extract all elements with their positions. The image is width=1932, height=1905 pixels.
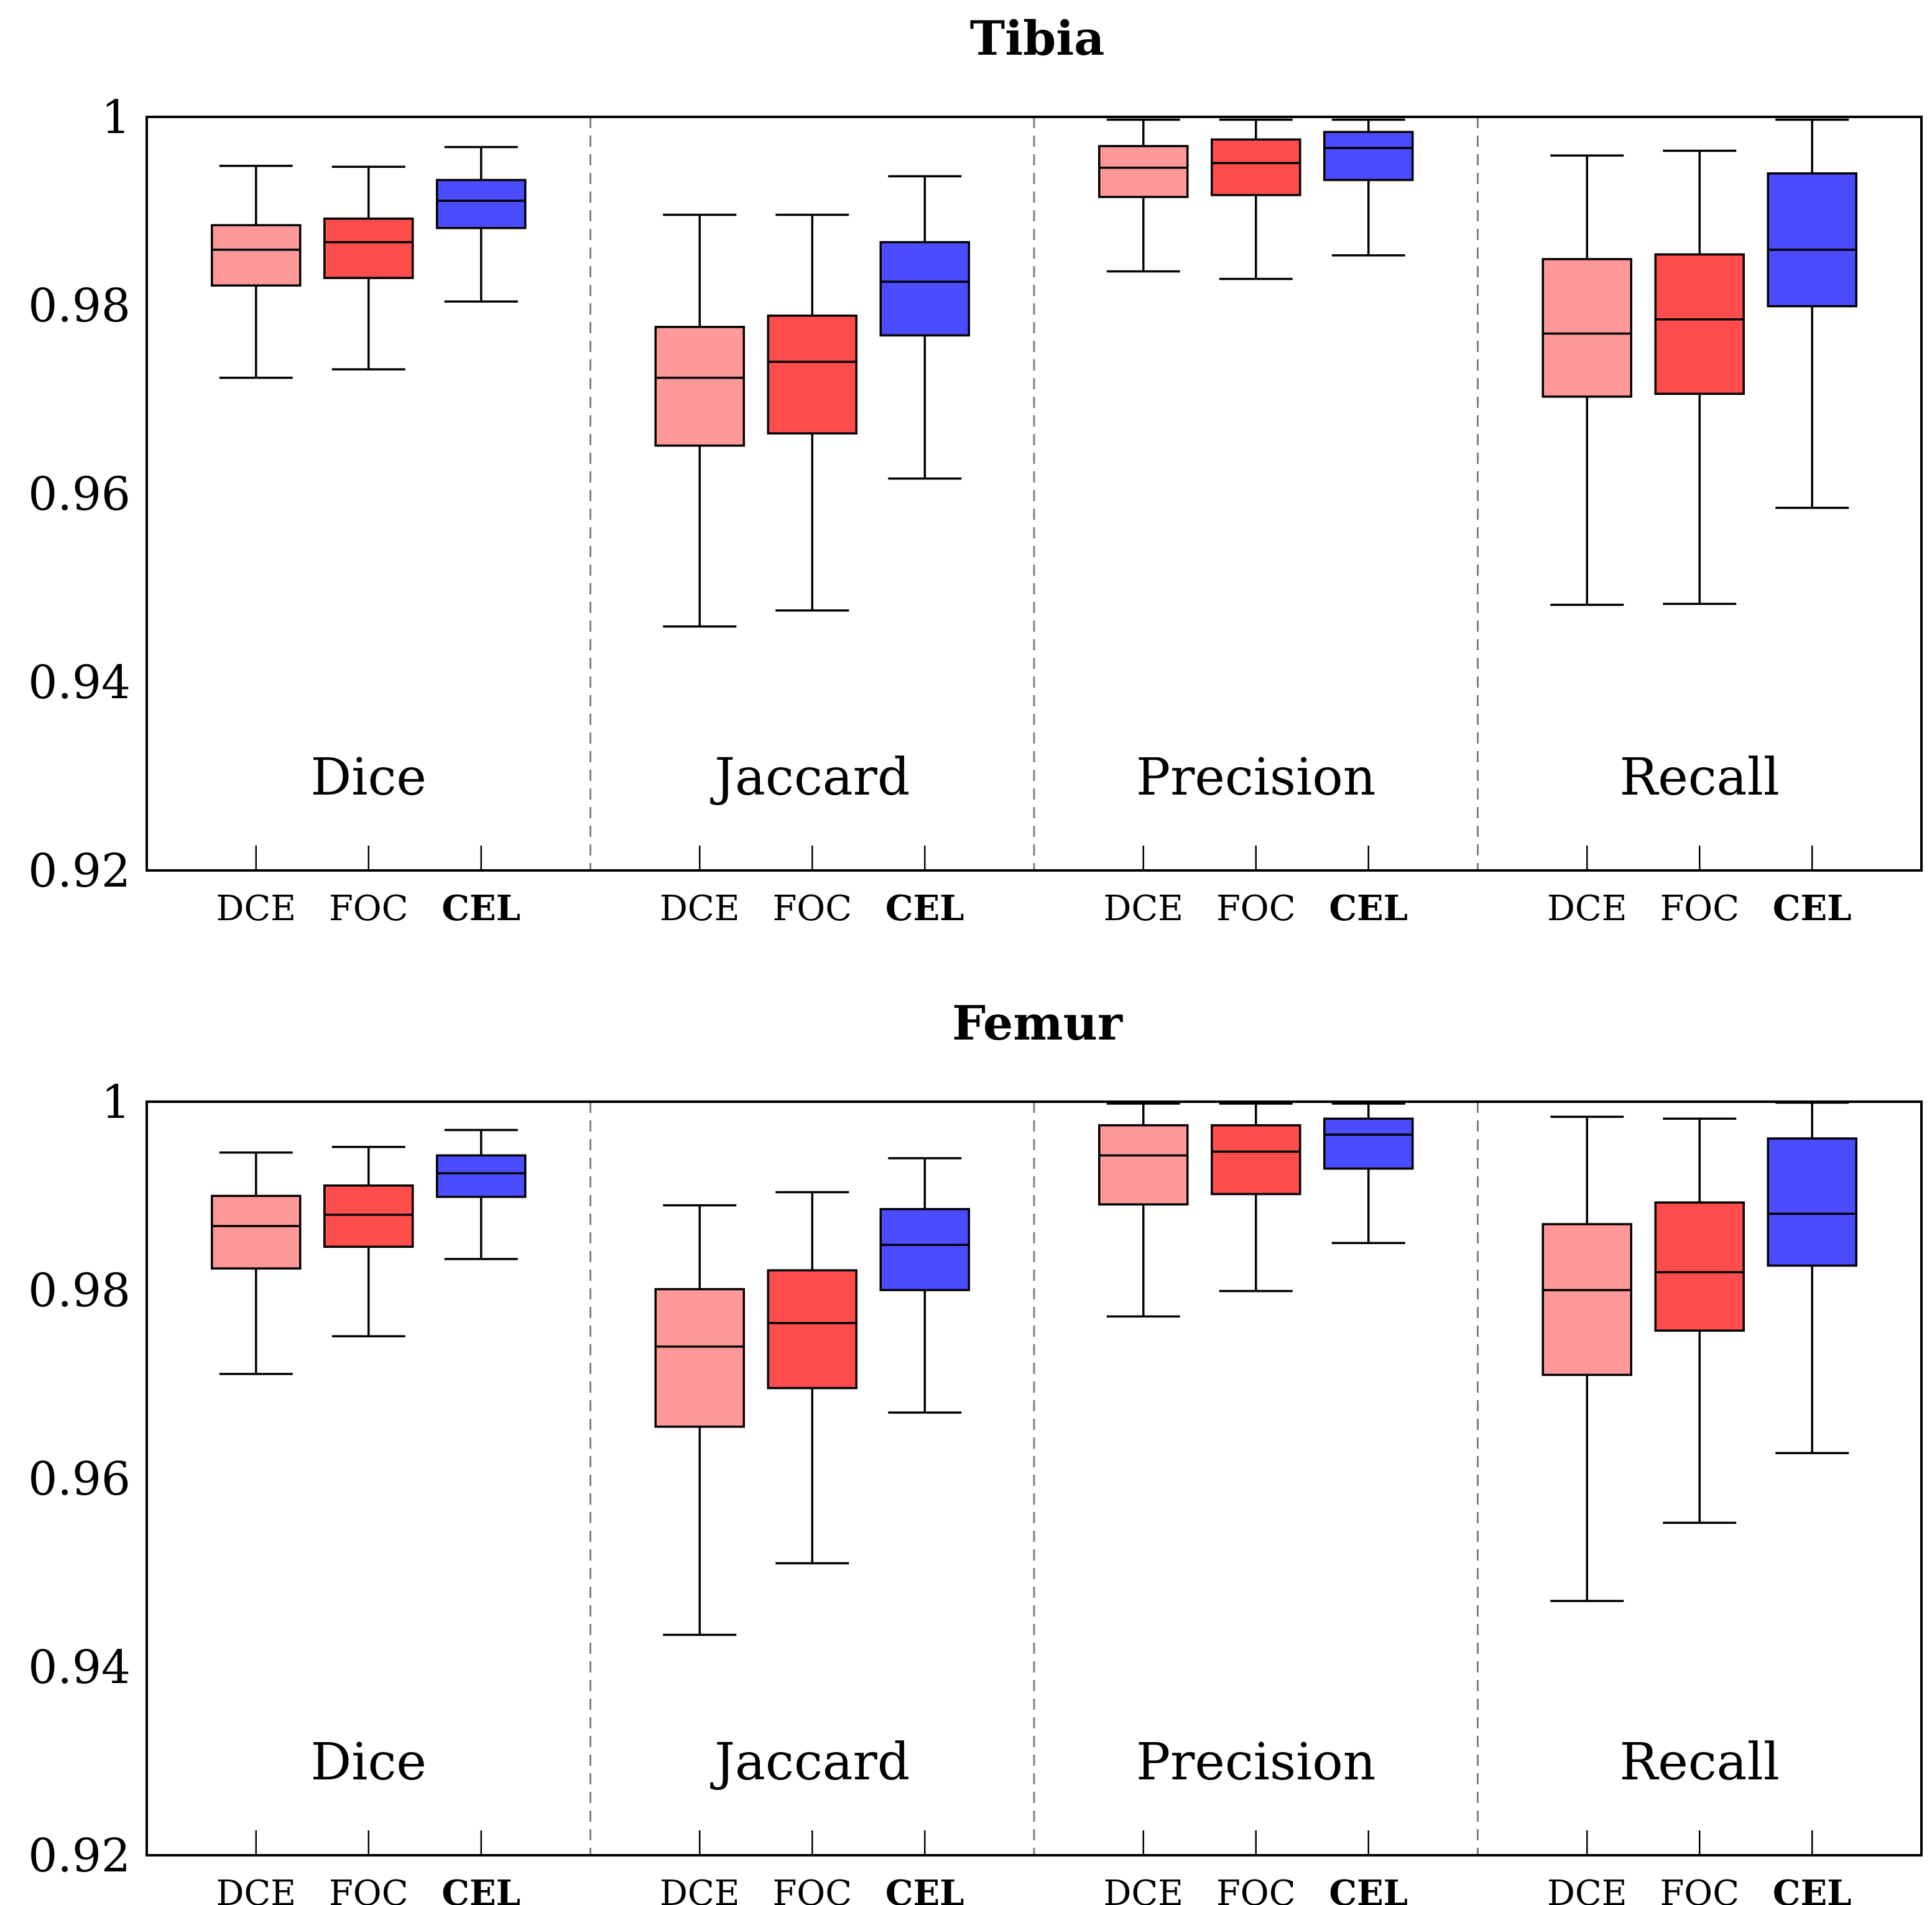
box-dce: [1541, 1223, 1632, 1377]
x-tick-label: CEL: [885, 888, 964, 929]
metric-group-label: Jaccard: [710, 748, 910, 807]
box-foc: [1211, 1124, 1301, 1196]
box-dce: [1098, 145, 1189, 198]
x-tick-label: CEL: [441, 888, 520, 929]
y-tick-label: 1: [101, 91, 131, 144]
x-tick-label: DCE: [1103, 1873, 1183, 1905]
metric-group-label: Dice: [311, 748, 427, 807]
metric-group-label: Jaccard: [710, 1733, 910, 1792]
y-tick-label: 0.98: [28, 1264, 131, 1317]
box-cel: [436, 1154, 527, 1198]
metric-group-label: Recall: [1619, 1733, 1780, 1792]
panel-title: Tibia: [970, 11, 1105, 66]
metric-group-label: Recall: [1619, 748, 1780, 807]
box-dce: [1541, 258, 1632, 398]
metric-group-label: Precision: [1136, 748, 1376, 807]
x-tick-label: CEL: [885, 1873, 964, 1905]
x-tick-label: DCE: [660, 1873, 740, 1905]
box-cel: [1767, 1137, 1857, 1267]
x-tick-label: FOC: [1660, 1873, 1739, 1905]
box-foc: [323, 1184, 414, 1248]
y-tick-label: 1: [101, 1076, 131, 1129]
x-tick-label: FOC: [1216, 1873, 1296, 1905]
x-tick-label: FOC: [329, 1873, 409, 1905]
y-tick-label: 0.92: [28, 1829, 131, 1883]
x-tick-label: DCE: [216, 1873, 296, 1905]
x-tick-label: CEL: [1329, 1873, 1408, 1905]
box-cel: [436, 178, 527, 229]
box-dce: [1098, 1124, 1189, 1206]
x-tick-label: CEL: [1329, 888, 1408, 929]
box-foc: [1654, 1201, 1745, 1332]
tibia-panel: Tibia 0.92 0.94 0.96 0.98 1 Dice DCE FOC CEL Jacc…: [28, 11, 1923, 929]
y-tick-label: 0.94: [28, 656, 131, 709]
x-tick-label: FOC: [329, 888, 409, 929]
x-tick-label: DCE: [1547, 888, 1627, 929]
y-tick-label: 0.92: [28, 844, 131, 898]
box-dce: [211, 224, 302, 287]
box-cel: [879, 1207, 970, 1291]
box-foc: [323, 217, 414, 279]
y-tick-label: 0.96: [28, 1452, 131, 1506]
box-dce: [211, 1194, 302, 1270]
box-cel: [1767, 172, 1857, 308]
box-foc: [1654, 253, 1745, 395]
y-tick-label: 0.96: [28, 468, 131, 521]
x-tick-label: CEL: [441, 1873, 520, 1905]
x-tick-label: DCE: [1103, 888, 1183, 929]
box-foc: [767, 1269, 857, 1390]
box-foc: [767, 314, 857, 435]
plot-frame: [146, 116, 1923, 872]
box-cel: [1323, 1117, 1414, 1170]
x-tick-label: FOC: [1660, 888, 1739, 929]
x-tick-label: DCE: [1547, 1873, 1627, 1905]
box-dce: [654, 326, 745, 447]
x-tick-label: CEL: [1773, 888, 1852, 929]
panel-title: Femur: [952, 995, 1123, 1051]
box-cel: [879, 241, 970, 337]
y-tick-label: 0.98: [28, 279, 131, 333]
x-tick-label: FOC: [772, 1873, 852, 1905]
metric-group-label: Dice: [311, 1733, 427, 1792]
box-cel: [1323, 131, 1414, 182]
y-tick-label: 0.94: [28, 1641, 131, 1694]
x-tick-label: CEL: [1773, 1873, 1852, 1905]
box-foc: [1211, 138, 1301, 196]
femur-panel: Femur 0.92 0.94 0.96 0.98 1 Dice DCE FOC CEL Jacc…: [28, 995, 1923, 1905]
x-tick-label: DCE: [660, 888, 740, 929]
x-tick-label: FOC: [1216, 888, 1296, 929]
x-tick-label: FOC: [772, 888, 852, 929]
box-dce: [654, 1288, 745, 1428]
plot-frame: [146, 1100, 1923, 1857]
metric-group-label: Precision: [1136, 1733, 1376, 1792]
x-tick-label: DCE: [216, 888, 296, 929]
